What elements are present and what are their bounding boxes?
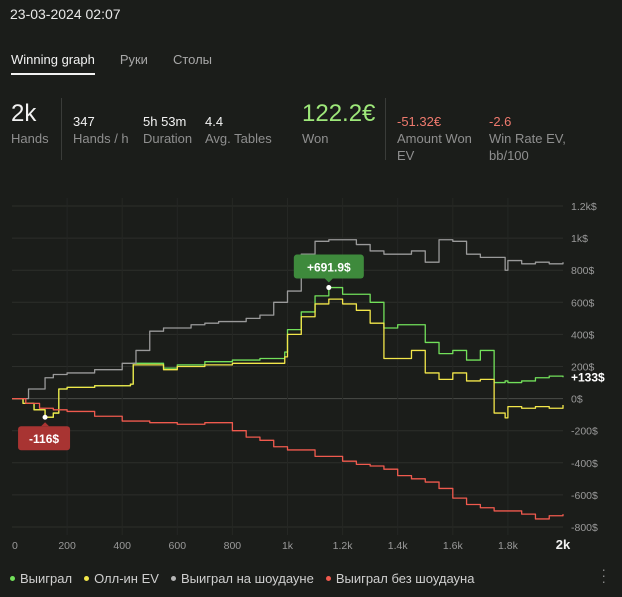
legend-item-showdown[interactable]: Выиграл на шоудауне	[170, 571, 314, 586]
stat-avg-tables-value: 4.4	[205, 114, 224, 129]
legend-label-showdown: Выиграл на шоудауне	[180, 571, 314, 586]
x-tick-label: 1.8k	[498, 540, 519, 552]
stat-avg-tables: 4.4 Avg. Tables	[205, 114, 272, 147]
series-line-non-showdown	[12, 397, 564, 520]
max-value-label: +691.9$	[307, 261, 351, 275]
legend-item-non-showdown[interactable]: Выиграл без шоудауна	[325, 571, 475, 586]
min-badge-pointer	[41, 422, 50, 427]
stat-win-rate-ev-label-2: bb/100	[489, 148, 529, 163]
min-value-badge	[18, 426, 71, 451]
tab-winning-graph[interactable]: Winning graph	[11, 52, 95, 75]
y-tick-label: -800$	[571, 522, 598, 534]
stat-hands-per-hour-label: Hands / h	[73, 131, 129, 146]
x-tick-label: 1.2k	[333, 540, 354, 552]
y-tick-label: 800$	[571, 265, 595, 277]
legend-dot-non-showdown	[325, 576, 331, 581]
legend-item-allin-ev[interactable]: Олл-ин EV	[84, 571, 159, 586]
y-tick-label: -600$	[571, 490, 598, 502]
stat-amount-won-ev-value: -51.32€	[397, 114, 442, 129]
stat-hands-per-hour-value: 347	[73, 114, 95, 129]
y-tick-label: 200$	[571, 362, 595, 374]
more-options-icon[interactable]: · · ·	[601, 561, 606, 589]
series-line-showdown	[12, 239, 564, 400]
legend-dot-allin-ev	[84, 576, 90, 581]
y-tick-label: -400$	[571, 458, 598, 470]
stat-win-rate-ev: -2.6 Win Rate EV, bb/100	[489, 114, 566, 164]
stat-divider	[61, 98, 62, 160]
winning-graph-chart[interactable]: 1.2k$ 1k$ 800$ 600$ 400$ 200$ 0$ -200$ -400$ -600…	[0, 190, 622, 560]
y-tick-label: -200$	[571, 426, 598, 438]
tab-tables[interactable]: Столы	[172, 52, 213, 67]
min-value-label: -116$	[29, 432, 59, 446]
stat-duration-value: 5h 53m	[143, 114, 187, 129]
x-tick-label: 400	[113, 540, 131, 552]
stat-hands-label: Hands	[11, 131, 49, 146]
stats-panel: 2k Hands 347 Hands / h 5h 53m Duration 4…	[0, 98, 622, 178]
stat-hands: 2k Hands	[11, 98, 49, 147]
x-tick-label: 1k	[282, 540, 294, 552]
stat-avg-tables-label: Avg. Tables	[205, 131, 272, 146]
x-tick-label: 1.4k	[388, 540, 409, 552]
x-tick-label: 0	[12, 540, 18, 552]
x-tick-label: 200	[58, 540, 76, 552]
max-value-badge	[293, 254, 364, 279]
x-tick-label: 600	[169, 540, 187, 552]
min-point-marker	[42, 414, 48, 420]
stat-amount-won-ev-label-1: Amount Won	[397, 131, 472, 146]
stat-amount-won-ev: -51.32€ Amount Won EV	[397, 114, 472, 164]
stat-win-rate-ev-value: -2.6	[489, 114, 512, 129]
y-tick-label: 400$	[571, 329, 595, 341]
x-tick-label: 800	[224, 540, 242, 552]
y-tick-label: 1k$	[571, 233, 588, 245]
legend-label-non-showdown: Выиграл без шоудауна	[335, 571, 475, 586]
chart-legend: Выиграл Олл-ин EV Выиграл на шоудауне Вы…	[10, 571, 486, 586]
legend-item-won[interactable]: Выиграл	[10, 571, 72, 586]
tab-hands[interactable]: Руки	[119, 52, 148, 67]
stat-duration: 5h 53m Duration	[143, 114, 192, 147]
tab-bar: Winning graph Руки Столы	[11, 52, 237, 75]
session-datetime: 23-03-2024 02:07	[10, 6, 121, 22]
stat-won: 122.2€ Won	[302, 98, 375, 147]
stat-won-label: Won	[302, 131, 329, 146]
y-tick-label: 600$	[571, 297, 595, 309]
stat-hands-per-hour: 347 Hands / h	[73, 114, 129, 147]
stat-duration-label: Duration	[143, 131, 193, 146]
y-tick-label: 1.2k$	[571, 201, 597, 213]
legend-label-allin-ev: Олл-ин EV	[94, 571, 159, 586]
y-tick-label: 0$	[571, 394, 583, 406]
stat-divider	[385, 98, 386, 160]
legend-dot-won	[10, 576, 15, 581]
stat-win-rate-ev-label-1: Win Rate EV,	[489, 131, 566, 146]
legend-dot-showdown	[170, 576, 176, 581]
series-line-allin-ev	[12, 298, 564, 419]
max-badge-pointer	[324, 278, 333, 283]
stat-hands-value: 2k	[11, 100, 37, 127]
x-tick-label: 2k	[556, 537, 571, 552]
x-tick-label: 1.6k	[443, 540, 464, 552]
stat-won-value: 122.2€	[302, 100, 376, 127]
stat-amount-won-ev-label-2: EV	[397, 148, 415, 163]
legend-label-won: Выиграл	[20, 571, 73, 586]
end-value-label: +133$	[571, 370, 605, 384]
max-point-marker	[326, 285, 332, 291]
